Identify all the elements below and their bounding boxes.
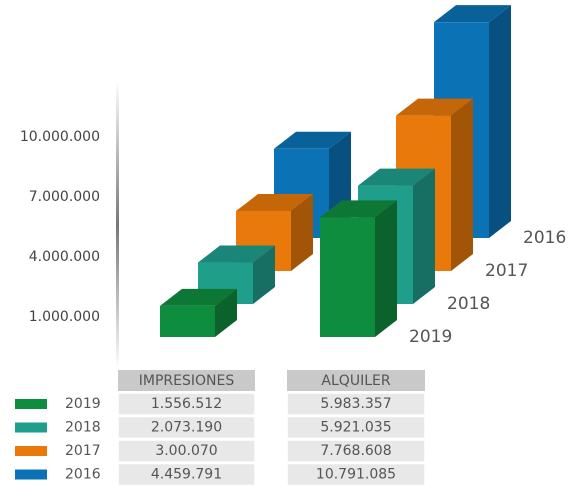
- bar-side: [253, 245, 275, 304]
- bar-side: [451, 98, 473, 271]
- table-value: 7.768.608: [320, 443, 391, 459]
- table-value: 5.983.357: [320, 396, 391, 412]
- table-value: 4.459.791: [151, 467, 222, 483]
- series-label: 2019: [409, 327, 452, 347]
- series-label: 2016: [523, 228, 566, 248]
- table-value: 10.791.085: [316, 467, 396, 483]
- series-label: 2017: [485, 261, 528, 281]
- bar-top: [320, 200, 397, 218]
- legend-label: 2016: [65, 467, 101, 483]
- table-cell: [117, 415, 256, 440]
- table-cell: [117, 439, 256, 463]
- table-header: [118, 370, 255, 391]
- legend-swatch: [15, 469, 47, 480]
- y-tick-label: 7.000.000: [29, 189, 100, 205]
- y-tick-label: 1.000.000: [29, 309, 100, 325]
- table-value: 3.00.070: [155, 443, 217, 459]
- table-value: 5.921.035: [320, 420, 391, 436]
- axis-line: [116, 80, 119, 370]
- table-cell: [286, 415, 426, 440]
- legend-label: 2017: [65, 443, 101, 459]
- legend-label: 2018: [65, 420, 101, 436]
- legend-label: 2019: [65, 396, 101, 412]
- bar-side: [215, 288, 237, 337]
- legend-swatch: [15, 422, 47, 433]
- y-tick-label: 4.000.000: [29, 249, 100, 265]
- bar-top: [358, 168, 435, 186]
- table-value: 1.556.512: [151, 396, 222, 412]
- table-value: 2.073.190: [151, 420, 222, 436]
- legend-swatch: [15, 446, 47, 456]
- table-cell: [117, 392, 256, 416]
- bar-top: [434, 5, 511, 23]
- bar-top: [198, 245, 275, 263]
- table-header-label: ALQUILER: [321, 373, 390, 389]
- bar-top: [396, 98, 473, 116]
- bar-top: [236, 193, 313, 211]
- bar-side: [489, 5, 511, 239]
- bar-side: [375, 200, 397, 337]
- bar: [320, 217, 375, 337]
- y-tick-label: 10.000.000: [20, 129, 100, 145]
- table-cell: [286, 392, 426, 416]
- table-header: [287, 370, 425, 391]
- bar: [160, 305, 215, 337]
- bar-side: [413, 168, 435, 304]
- bar-top: [274, 131, 351, 149]
- table-cell: [286, 439, 426, 463]
- bar-side: [291, 193, 313, 271]
- bar-top: [160, 288, 237, 306]
- legend-swatch: [15, 399, 47, 409]
- table-header-label: IMPRESIONES: [139, 373, 235, 389]
- series-label: 2018: [447, 294, 490, 314]
